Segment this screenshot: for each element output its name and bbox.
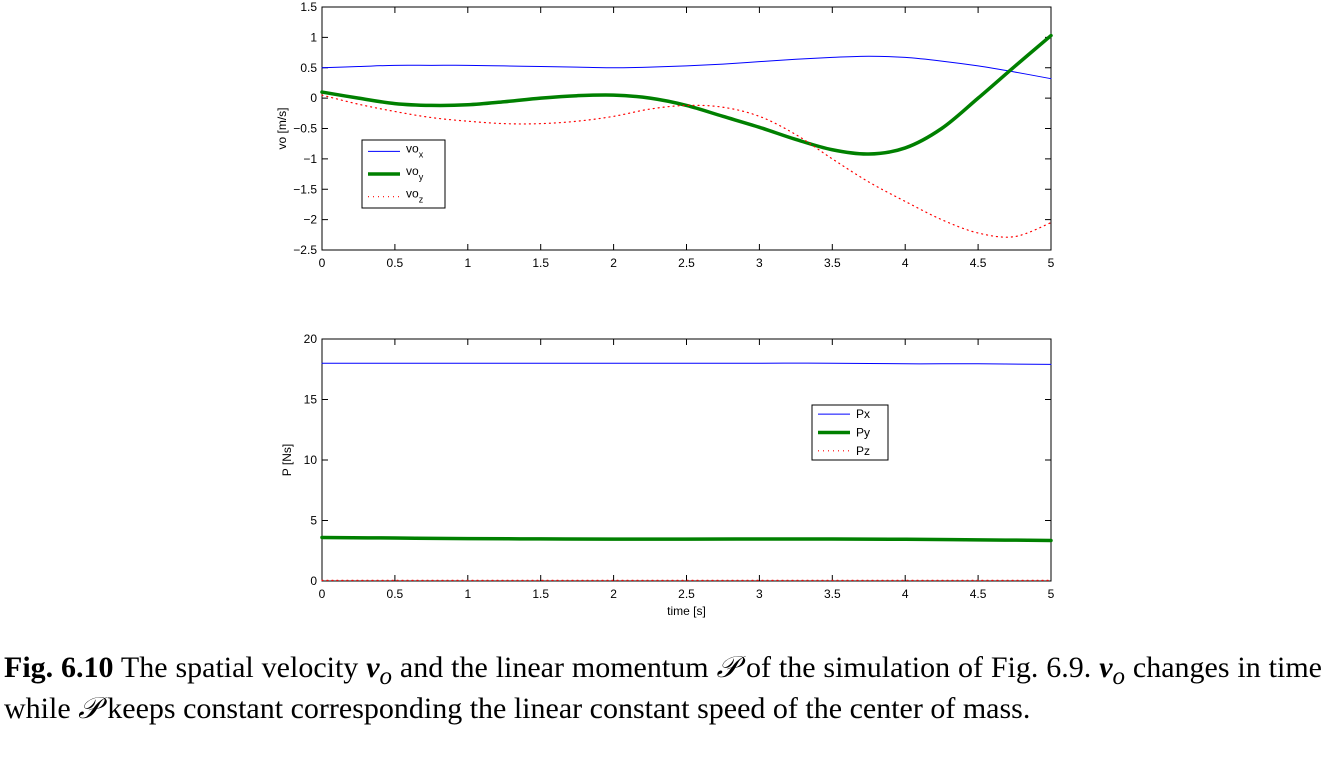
x-tick-label: 1.5 bbox=[532, 256, 549, 270]
y-tick-label: −2 bbox=[303, 213, 317, 227]
x-tick-label: 2.5 bbox=[678, 587, 695, 601]
x-tick-label: 1 bbox=[464, 256, 471, 270]
x-tick-label: 1.5 bbox=[532, 587, 549, 601]
legend-label-vox: vox bbox=[406, 141, 424, 159]
series-line-vox bbox=[321, 55, 1052, 80]
x-axis-label: time [s] bbox=[667, 604, 706, 618]
y-tick-label: 0 bbox=[310, 91, 317, 105]
caption-symbol-p2: 𝒫 bbox=[78, 691, 100, 726]
y-tick-label: 0 bbox=[310, 574, 317, 588]
legend-label-py: Py bbox=[856, 426, 870, 440]
x-tick-label: 2 bbox=[610, 587, 617, 601]
y-axis-label: P [Ns] bbox=[280, 444, 294, 476]
legend-label-voy: voy bbox=[406, 164, 424, 182]
axes-box bbox=[321, 338, 1052, 582]
y-tick-label: 15 bbox=[304, 393, 318, 407]
y-tick-label: −0.5 bbox=[293, 122, 317, 136]
y-tick-label: 5 bbox=[310, 514, 317, 528]
y-tick-label: 1 bbox=[310, 30, 317, 44]
legend-label-px: Px bbox=[856, 407, 870, 421]
caption-text-1: The spatial velocity bbox=[113, 651, 367, 684]
caption-label: Fig. 6.10 bbox=[4, 651, 114, 684]
x-tick-label: 5 bbox=[1048, 256, 1055, 270]
x-tick-label: 3 bbox=[756, 256, 763, 270]
caption-text-5: keeps constant corresponding the linear … bbox=[99, 692, 1031, 725]
legend-label-pz: Pz bbox=[856, 444, 870, 458]
y-tick-label: −1 bbox=[303, 152, 317, 166]
caption-symbol-v2-sub: o bbox=[1112, 663, 1126, 690]
y-tick-label: 10 bbox=[304, 453, 318, 467]
x-tick-label: 3 bbox=[756, 587, 763, 601]
x-tick-label: 0.5 bbox=[387, 256, 404, 270]
caption-text-2: and the linear momentum bbox=[392, 651, 717, 684]
x-tick-label: 2.5 bbox=[678, 256, 695, 270]
y-axis-label: vo [m/s] bbox=[275, 107, 289, 149]
x-tick-label: 0 bbox=[319, 587, 326, 601]
figure: 0 0.5 1 1.5 2 2.5 3 3.5 4 4.5 5 −2.5 −2 −1.5 −1 −0.5 0 0.… bbox=[275, 0, 1055, 618]
momentum-plot: 0 0.5 1 1.5 2 2.5 3 3.5 4 4.5 5 0 5 10 15 20 P [Ns] time … bbox=[280, 332, 1055, 618]
series-line-voy bbox=[320, 33, 1053, 156]
x-tick-label: 3.5 bbox=[824, 256, 841, 270]
series-line-py bbox=[320, 535, 1053, 543]
y-tick-label: 1.5 bbox=[300, 0, 317, 14]
caption-symbol-v-sub: o bbox=[379, 663, 393, 690]
figure-caption: Fig. 6.10 The spatial velocity vo and th… bbox=[4, 652, 1322, 725]
series-line-px bbox=[321, 362, 1052, 365]
x-tick-label: 4 bbox=[902, 587, 909, 601]
y-tick-label: −1.5 bbox=[293, 182, 317, 196]
y-tick-label: −2.5 bbox=[293, 243, 317, 257]
x-tick-label: 0 bbox=[319, 256, 326, 270]
x-tick-label: 2 bbox=[610, 256, 617, 270]
caption-text-4: changes in time while bbox=[4, 651, 1322, 725]
x-tick-label: 4 bbox=[902, 256, 909, 270]
caption-text-3: of the simulation of Fig. 6.9. bbox=[738, 651, 1100, 684]
x-tick-label: 1 bbox=[464, 587, 471, 601]
x-tick-label: 5 bbox=[1048, 587, 1055, 601]
x-tick-label: 4.5 bbox=[970, 256, 987, 270]
legend-label-voz: voz bbox=[406, 187, 424, 205]
caption-symbol-v: v bbox=[366, 651, 380, 684]
x-tick-label: 0.5 bbox=[387, 587, 404, 601]
caption-symbol-p: 𝒫 bbox=[716, 650, 739, 685]
legend: Px Py Pz bbox=[811, 404, 889, 461]
x-tick-label: 4.5 bbox=[970, 587, 987, 601]
caption-symbol-v2: v bbox=[1099, 651, 1113, 684]
y-tick-label: 20 bbox=[304, 332, 318, 346]
y-tick-label: 0.5 bbox=[300, 61, 317, 75]
series-line-voz bbox=[321, 94, 1052, 238]
x-tick-label: 3.5 bbox=[824, 587, 841, 601]
legend: vox voy voz bbox=[361, 139, 446, 209]
velocity-plot: 0 0.5 1 1.5 2 2.5 3 3.5 4 4.5 5 −2.5 −2 −1.5 −1 −0.5 0 0.… bbox=[275, 0, 1055, 270]
